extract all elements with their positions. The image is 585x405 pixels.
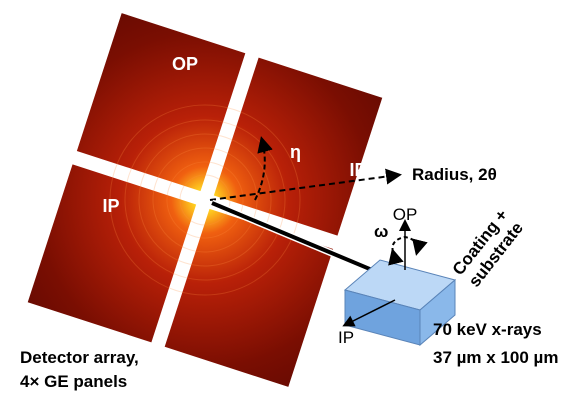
panel-label: IP: [349, 160, 366, 180]
eta-arrow: [254, 136, 273, 201]
caption-line: Detector array,: [20, 348, 139, 367]
panel: [213, 57, 383, 236]
panel: [76, 13, 246, 192]
radius-arrow: [209, 168, 402, 201]
radius-label: Radius, 2θ: [412, 165, 497, 184]
beam-line: 70 keV x-rays: [433, 320, 542, 339]
ip-axis: [342, 299, 396, 327]
beam-line: 37 µm x 100 µm: [433, 348, 558, 367]
omega-arrow: [388, 235, 428, 266]
eta-label: η: [290, 142, 301, 162]
caption-line: 4× GE panels: [20, 372, 127, 391]
panel-label: OP: [172, 54, 198, 74]
sample-name: Coating + substrate: [449, 206, 527, 291]
detector-array: [27, 13, 383, 387]
panel: [164, 208, 334, 387]
panel: [27, 164, 197, 343]
op-label: OP: [393, 205, 418, 224]
sample-box: [343, 259, 457, 347]
omega-label: ω: [374, 222, 388, 241]
panel-label: IP: [102, 196, 119, 216]
ip-label: IP: [338, 328, 354, 347]
